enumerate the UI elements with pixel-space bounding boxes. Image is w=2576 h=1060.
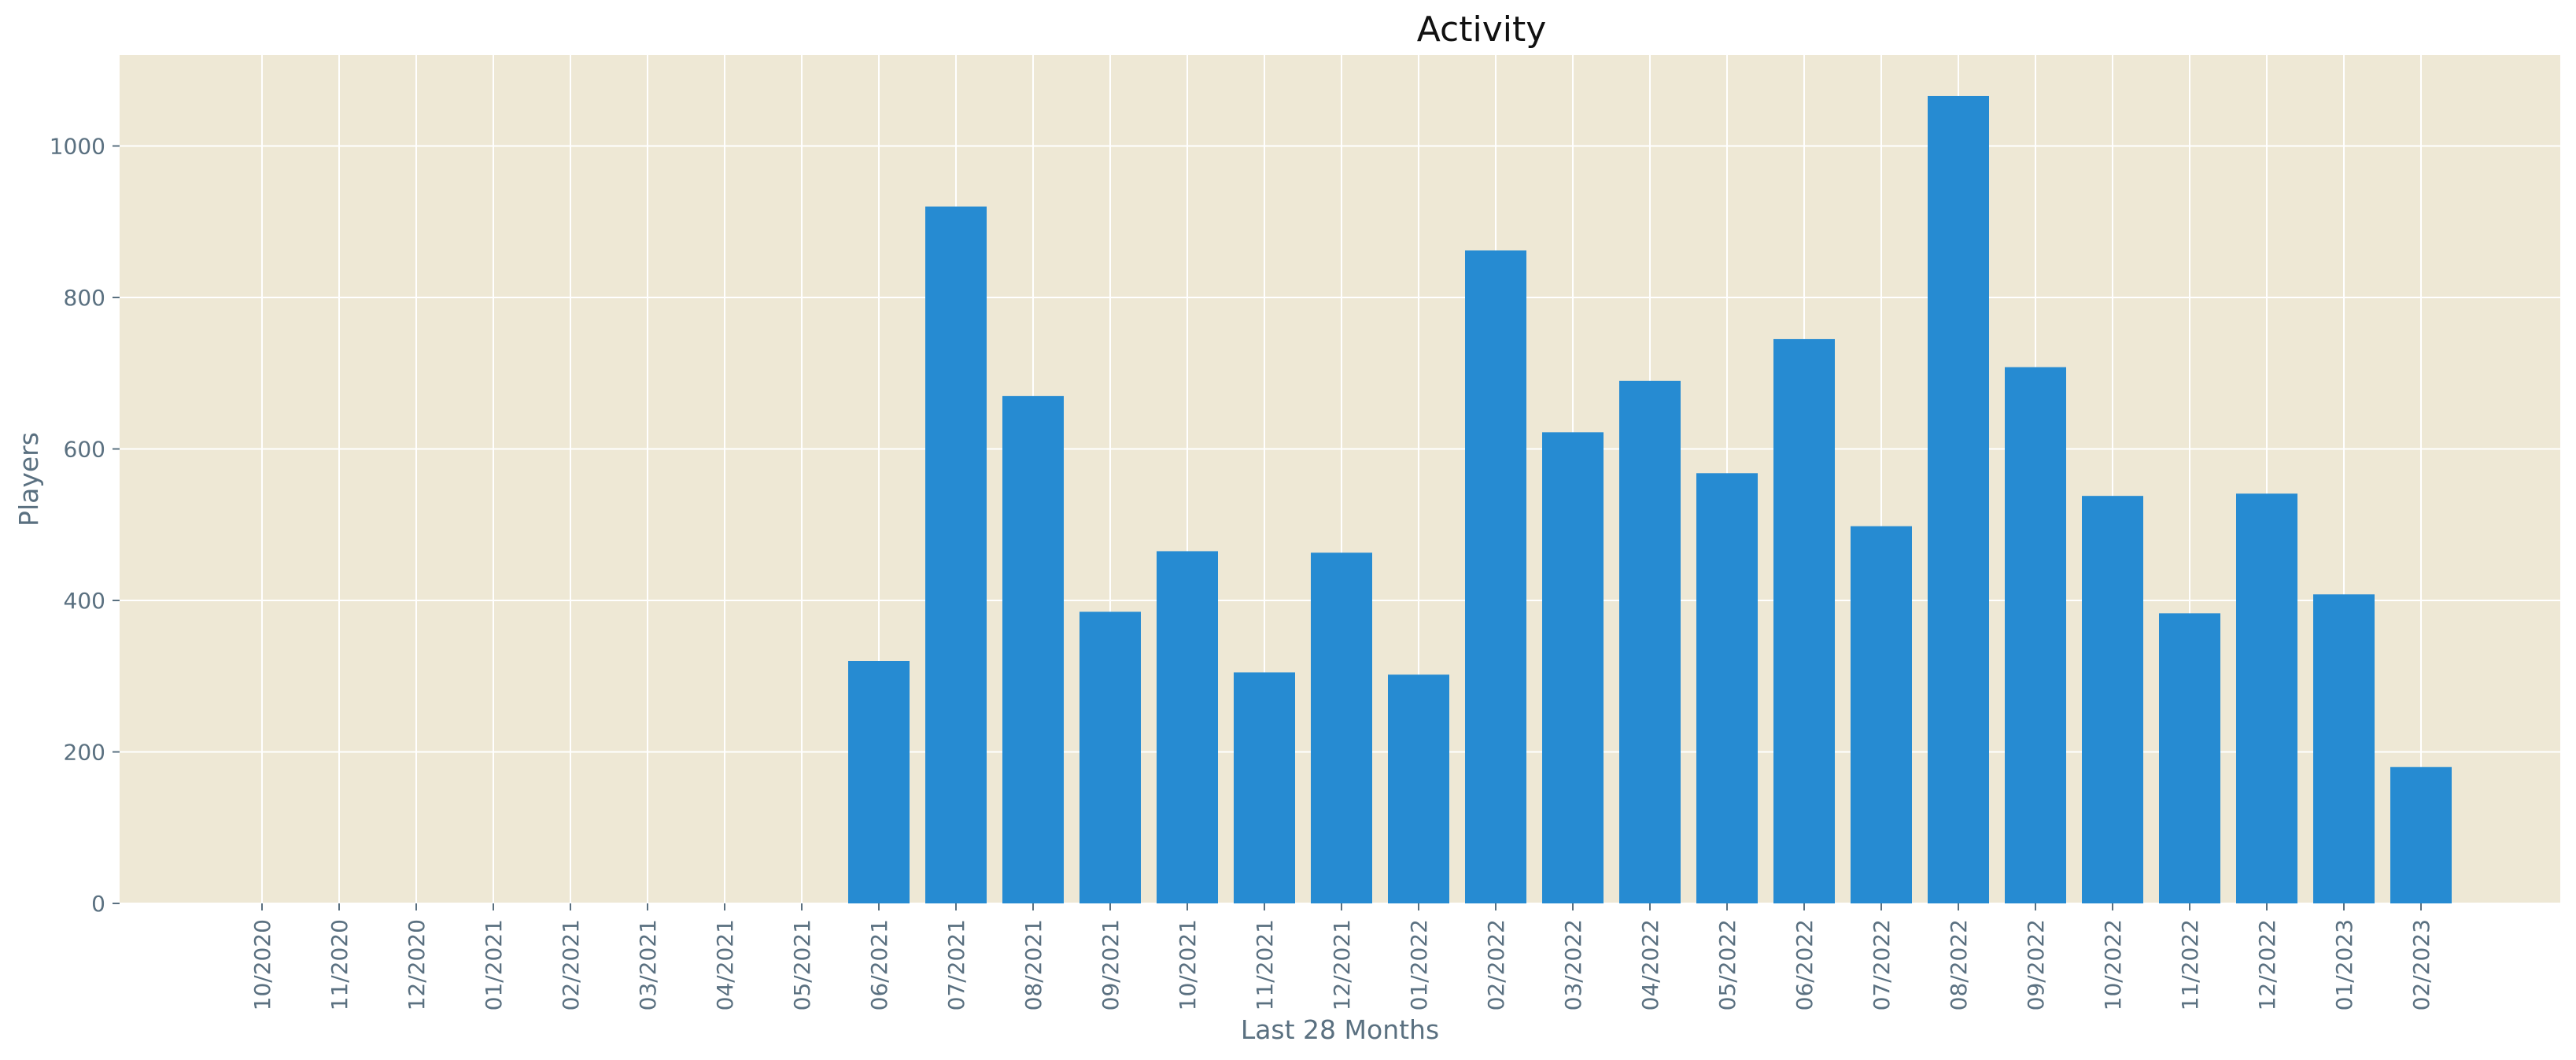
x-tick-label: 12/2020 <box>404 919 430 1010</box>
x-tick-label: 08/2022 <box>1946 919 1972 1010</box>
bar-07-2022 <box>1851 526 1912 903</box>
x-tick-label: 10/2021 <box>1175 919 1201 1010</box>
y-tick-label: 600 <box>64 437 105 463</box>
x-tick-label: 11/2021 <box>1252 919 1278 1010</box>
bar-11-2021 <box>1234 672 1295 903</box>
x-tick-label: 02/2022 <box>1483 919 1509 1010</box>
chart-title: Activity <box>1417 9 1547 50</box>
x-tick-label: 02/2021 <box>558 919 584 1010</box>
y-tick-label: 0 <box>91 891 105 917</box>
x-axis-label: Last 28 Months <box>1241 1014 1439 1045</box>
bar-11-2022 <box>2159 613 2220 903</box>
bar-12-2022 <box>2236 493 2297 903</box>
bar-12-2021 <box>1311 552 1372 903</box>
y-tick-label: 800 <box>64 285 105 311</box>
bar-10-2021 <box>1157 551 1218 903</box>
x-tick-label: 10/2020 <box>249 919 275 1010</box>
x-axis-ticks: 10/2020 11/2020 12/2020 01/2021 02/2021 03/20… <box>249 903 2434 1010</box>
x-tick-label: 03/2022 <box>1560 919 1586 1010</box>
bar-03-2022 <box>1542 432 1604 903</box>
bar-07-2021 <box>925 206 987 903</box>
x-tick-label: 02/2023 <box>2408 919 2434 1010</box>
bar-01-2023 <box>2313 594 2375 903</box>
x-tick-label: 12/2021 <box>1329 919 1355 1010</box>
x-tick-label: 11/2020 <box>327 919 352 1010</box>
x-tick-label: 01/2021 <box>481 919 507 1010</box>
y-tick-label: 200 <box>64 740 105 766</box>
bar-09-2021 <box>1079 611 1141 903</box>
x-tick-label: 04/2022 <box>1637 919 1663 1010</box>
x-tick-label: 04/2021 <box>712 919 738 1010</box>
bar-06-2021 <box>848 661 910 903</box>
y-axis-ticks: 0 200 400 600 800 1000 <box>50 134 120 917</box>
x-tick-label: 10/2022 <box>2100 919 2126 1010</box>
x-tick-label: 05/2021 <box>789 919 815 1010</box>
bar-02-2023 <box>2390 766 2452 903</box>
x-tick-label: 11/2022 <box>2177 919 2203 1010</box>
x-tick-label: 06/2022 <box>1792 919 1818 1010</box>
x-tick-label: 05/2022 <box>1714 919 1740 1010</box>
y-tick-label: 1000 <box>50 134 105 160</box>
bar-01-2022 <box>1388 674 1449 903</box>
bars <box>848 95 2452 904</box>
x-tick-label: 07/2021 <box>943 919 969 1010</box>
x-tick-label: 09/2021 <box>1098 919 1124 1010</box>
y-tick-label: 400 <box>64 588 105 614</box>
bar-02-2022 <box>1465 250 1526 903</box>
bar-06-2022 <box>1773 338 1835 903</box>
x-tick-label: 01/2022 <box>1406 919 1432 1010</box>
y-axis-label: Players <box>13 432 44 526</box>
bar-04-2022 <box>1619 380 1681 903</box>
x-tick-label: 07/2022 <box>1869 919 1895 1010</box>
x-tick-label: 06/2021 <box>866 919 892 1010</box>
x-tick-label: 12/2022 <box>2254 919 2280 1010</box>
bar-08-2022 <box>1928 95 1989 904</box>
x-tick-label: 03/2021 <box>635 919 661 1010</box>
bar-09-2022 <box>2005 367 2066 903</box>
x-tick-label: 01/2023 <box>2331 919 2357 1010</box>
bar-05-2022 <box>1696 473 1758 903</box>
x-tick-label: 08/2021 <box>1020 919 1046 1010</box>
bar-08-2021 <box>1002 396 1064 903</box>
bar-10-2022 <box>2082 496 2143 903</box>
x-tick-label: 09/2022 <box>2023 919 2049 1010</box>
